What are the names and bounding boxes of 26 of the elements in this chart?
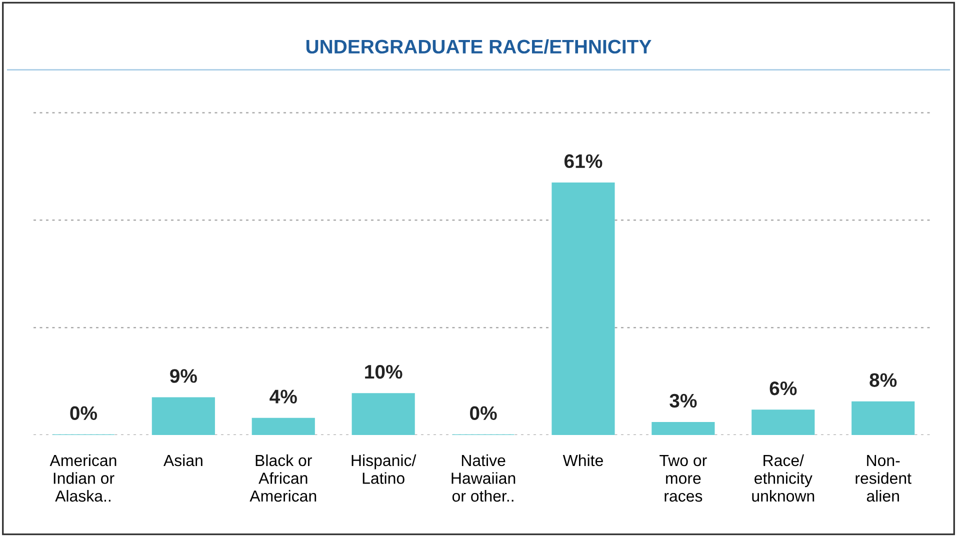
x-tick-label: Asian — [163, 454, 202, 466]
bar — [252, 418, 315, 435]
data-label: 4% — [270, 390, 297, 404]
bar — [752, 410, 815, 435]
data-label: 0% — [470, 406, 497, 420]
x-tick-label: Black or African American — [250, 454, 316, 502]
x-tick-label: American Indian or Alaska.. — [50, 454, 116, 502]
x-tick-label: Two or more races — [660, 455, 707, 502]
bar — [852, 401, 915, 435]
bar — [352, 393, 415, 435]
bar — [552, 182, 615, 435]
x-tick-label: White — [562, 454, 603, 466]
data-label: 8% — [870, 373, 897, 387]
data-label: 10% — [365, 364, 402, 379]
data-label: 9% — [170, 369, 197, 383]
data-label: 6% — [770, 381, 797, 396]
data-label: 3% — [670, 394, 697, 408]
bar — [652, 422, 715, 435]
x-tick-label: Hispanic/ Latino — [352, 454, 416, 484]
x-tick-label: Race/ ethnicity unknown — [752, 454, 814, 502]
x-tick-label: Native Hawaiian or other.. — [452, 454, 516, 502]
bar — [152, 397, 215, 435]
data-label: 0% — [70, 406, 98, 420]
data-label: 61% — [564, 154, 602, 168]
x-tick-label: Non- resident alien — [856, 455, 912, 502]
chart-title: UNDERGRADUATE RACE/ETHNICITY — [306, 39, 652, 54]
